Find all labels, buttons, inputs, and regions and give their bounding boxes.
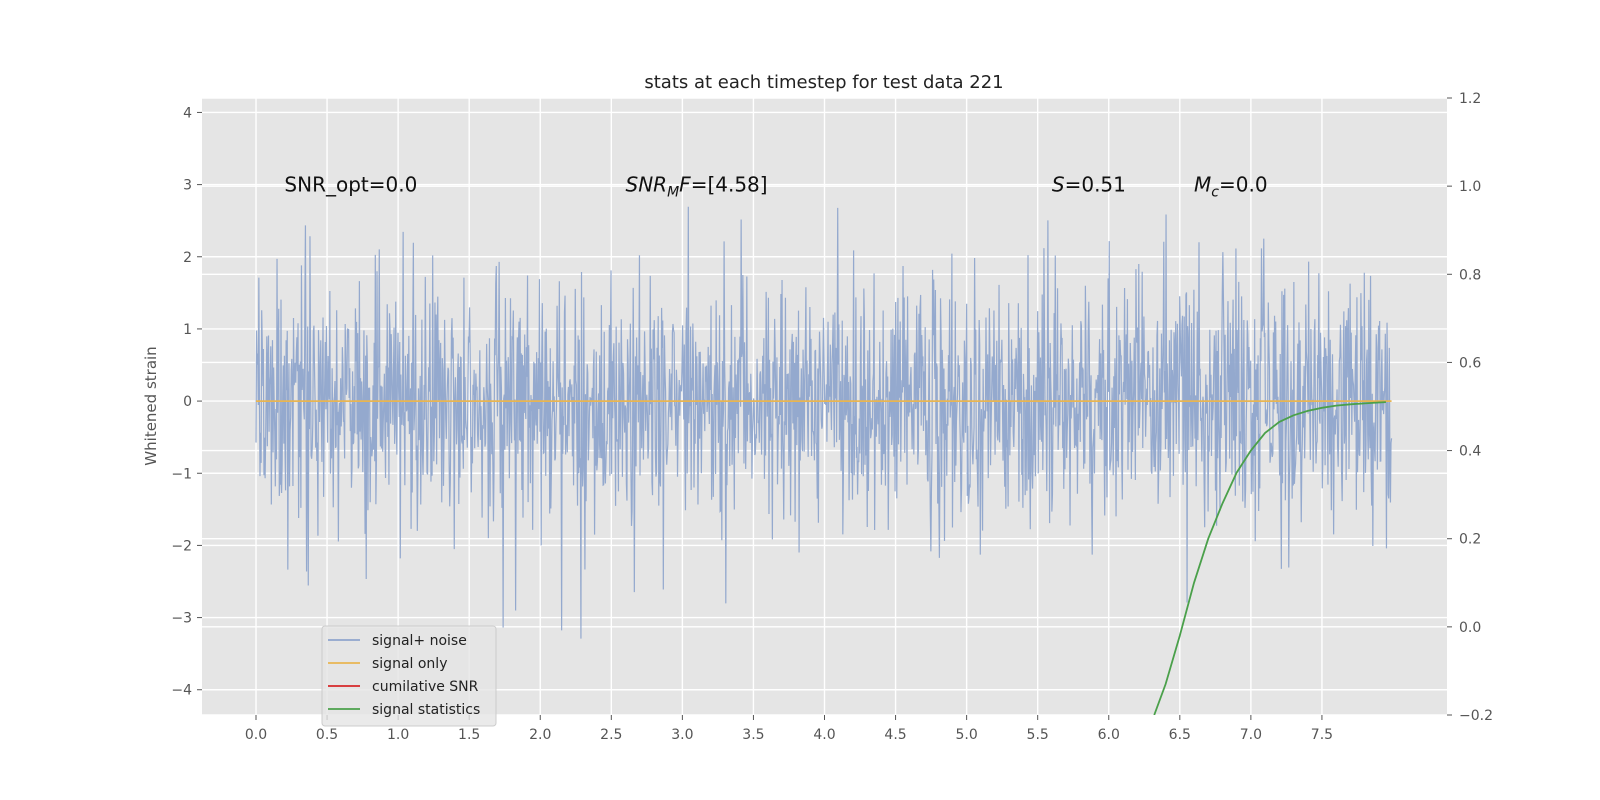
y-tick-label-left: 3 bbox=[183, 178, 192, 194]
legend-box bbox=[321, 625, 497, 727]
x-tick-label: 3.0 bbox=[671, 727, 693, 743]
annotation: SNR_opt=0.0 bbox=[284, 173, 417, 197]
x-tick-label: 5.0 bbox=[955, 727, 977, 743]
series-line-signal-noise bbox=[255, 206, 1393, 639]
x-tick-label: 5.5 bbox=[1027, 727, 1049, 743]
legend-label: cumilative SNR bbox=[372, 679, 479, 695]
x-tick-label: 7.0 bbox=[1240, 727, 1262, 743]
annotation-suffix: F=[4.58] bbox=[679, 173, 767, 197]
x-tick-label: 1.0 bbox=[387, 727, 409, 743]
y-tick-label-right: 0.0 bbox=[1459, 620, 1481, 636]
x-tick-label: 6.0 bbox=[1098, 727, 1120, 743]
y-axis-right: 1.2 1.0 0.8 0.6 0.4 0.2 0.0 −0.2 bbox=[1447, 91, 1493, 724]
annotation: SNRMF=[4.58] bbox=[626, 173, 768, 201]
y-tick-label-right: 0.8 bbox=[1459, 267, 1481, 283]
y-tick-label-left: −3 bbox=[171, 611, 192, 627]
annotation-suffix: =0.0 bbox=[1219, 173, 1268, 197]
x-tick-label: 0.5 bbox=[316, 727, 338, 743]
annotation-main: SNR bbox=[626, 173, 668, 197]
x-axis: 0.0 0.5 1.0 1.5 2.0 2.5 3.0 3.5 4.0 4.5 5.0 5.5 6.0 6… bbox=[245, 715, 1333, 743]
y-tick-label-left: −2 bbox=[171, 538, 192, 554]
series-layer bbox=[255, 206, 1393, 715]
x-tick-label: 7.5 bbox=[1311, 727, 1333, 743]
annotation: S=0.51 bbox=[1052, 173, 1126, 197]
x-tick-label: 4.5 bbox=[884, 727, 906, 743]
y-tick-label-right: 0.4 bbox=[1459, 444, 1481, 460]
x-tick-label: 6.5 bbox=[1169, 727, 1191, 743]
annotation-main: SNR_opt=0.0 bbox=[284, 173, 417, 197]
x-tick-label: 2.5 bbox=[600, 727, 622, 743]
annotation-suffix: =0.51 bbox=[1065, 173, 1126, 197]
x-tick-label: 4.0 bbox=[813, 727, 835, 743]
y-tick-label-right: −0.2 bbox=[1459, 708, 1493, 724]
annotation: Mc=0.0 bbox=[1194, 173, 1268, 201]
y-axis-left: 4 3 2 1 0 −1 −2 −3 −4 bbox=[171, 105, 202, 699]
y-tick-label-left: −1 bbox=[171, 466, 192, 482]
x-tick-label: 3.5 bbox=[742, 727, 764, 743]
legend-label: signal only bbox=[372, 656, 447, 672]
annotations: SNR_opt=0.0 SNRMF=[4.58] S=0.51 Mc=0.0 bbox=[284, 173, 1267, 201]
x-tick-label: 1.5 bbox=[458, 727, 480, 743]
annotation-main: S bbox=[1052, 173, 1065, 197]
legend: signal+ noise signal only cumilative SNR si… bbox=[321, 625, 497, 727]
chart-title: stats at each timestep for test data 221 bbox=[644, 72, 1003, 93]
series-line-signal-statistics bbox=[1153, 401, 1386, 715]
x-tick-label: 0.0 bbox=[245, 727, 267, 743]
y-tick-label-right: 1.2 bbox=[1459, 91, 1481, 107]
y-tick-label-left: 2 bbox=[183, 250, 192, 266]
y-axis-label: Whitened strain bbox=[142, 346, 160, 465]
annotation-main: M bbox=[1194, 173, 1211, 197]
legend-label: signal statistics bbox=[372, 702, 480, 718]
x-tick-label: 2.0 bbox=[529, 727, 551, 743]
y-tick-label-right: 0.2 bbox=[1459, 532, 1481, 548]
annotation-subscript: M bbox=[667, 185, 679, 201]
y-tick-label-left: 0 bbox=[183, 394, 192, 410]
legend-label: signal+ noise bbox=[372, 633, 467, 649]
y-tick-label-right: 1.0 bbox=[1459, 179, 1481, 195]
y-tick-label-left: −4 bbox=[171, 683, 192, 699]
y-tick-label-left: 4 bbox=[183, 105, 192, 121]
grid bbox=[202, 97, 1447, 716]
y-tick-label-right: 0.6 bbox=[1459, 355, 1481, 371]
annotation-subscript: c bbox=[1211, 185, 1219, 201]
y-tick-label-left: 1 bbox=[183, 322, 192, 338]
